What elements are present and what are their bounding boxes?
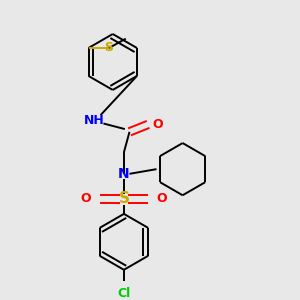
Text: NH: NH <box>84 114 104 127</box>
Text: S: S <box>104 41 113 55</box>
Text: S: S <box>118 191 129 206</box>
Text: O: O <box>157 193 167 206</box>
Text: O: O <box>81 193 91 206</box>
Text: Cl: Cl <box>117 286 130 300</box>
Text: O: O <box>153 118 164 131</box>
Text: N: N <box>118 167 130 181</box>
